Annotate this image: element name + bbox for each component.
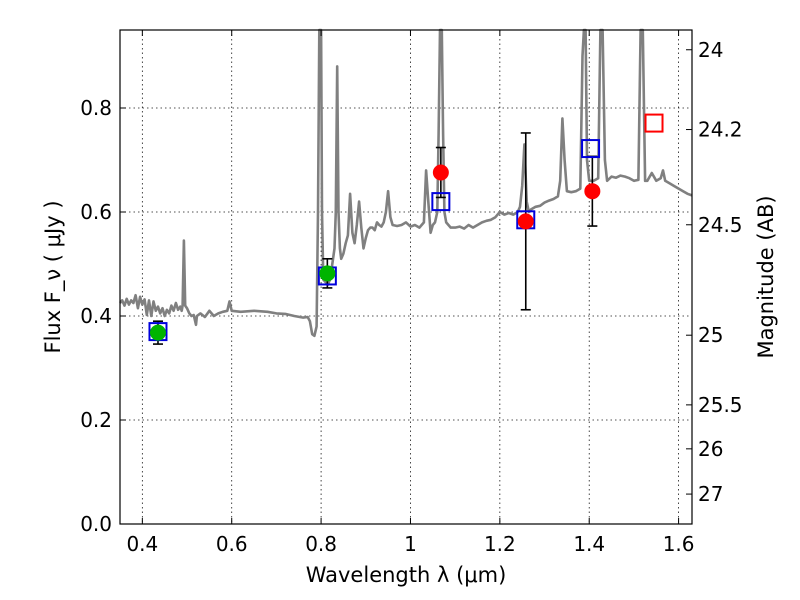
x-tick-label: 0.8 xyxy=(305,532,337,556)
x-tick-label: 0.4 xyxy=(126,532,158,556)
spectrum-line xyxy=(119,28,693,338)
model-square xyxy=(581,139,601,159)
x-axis-label: Wavelength λ (μm) xyxy=(306,563,507,587)
y-tick-label: 0.8 xyxy=(80,96,112,120)
x-tick-label: 1.4 xyxy=(573,532,605,556)
x-tick-label: 1 xyxy=(404,532,417,556)
y2-tick-label: 24.2 xyxy=(698,118,743,142)
y-tick-labels: 0.0 0.2 0.4 0.6 0.8 xyxy=(80,96,112,536)
y-tick-label: 0.4 xyxy=(80,304,112,328)
y2-tick-label: 25 xyxy=(698,323,723,347)
y2-axis-label: Magnitude (AB) xyxy=(754,195,778,358)
green-data-point xyxy=(149,324,166,341)
x-tick-label: 0.6 xyxy=(216,532,248,556)
y-axis-label: Flux F_ν ( μJy ) xyxy=(41,200,66,353)
y-tick-label: 0.6 xyxy=(80,200,112,224)
model-square xyxy=(431,192,451,212)
y2-tick-label: 26 xyxy=(698,437,723,461)
y2-tick-label: 27 xyxy=(698,482,723,506)
model-square xyxy=(644,113,664,133)
x-tick-labels: 0.4 0.6 0.8 1 1.2 1.4 1.6 xyxy=(126,532,694,556)
red-data-point xyxy=(517,213,534,230)
photometry-points xyxy=(149,164,601,341)
model-spectrum xyxy=(119,28,693,338)
y2-tick-label: 25.5 xyxy=(698,393,743,417)
axis-ticks xyxy=(120,30,692,525)
green-data-point xyxy=(319,265,336,282)
x-tick-label: 1.6 xyxy=(663,532,695,556)
red-data-point xyxy=(432,164,449,181)
grid xyxy=(120,30,692,524)
plot-frame xyxy=(119,29,693,525)
y-tick-label: 0.0 xyxy=(80,512,112,536)
y2-tick-label: 24 xyxy=(698,38,723,62)
y-tick-label: 0.2 xyxy=(80,408,112,432)
y2-tick-labels: 24 24.2 24.5 25 25.5 26 27 xyxy=(698,38,743,506)
x-tick-label: 1.2 xyxy=(484,532,516,556)
model-squares xyxy=(148,113,664,342)
y2-tick-label: 24.5 xyxy=(698,213,743,237)
red-data-point xyxy=(584,183,601,200)
